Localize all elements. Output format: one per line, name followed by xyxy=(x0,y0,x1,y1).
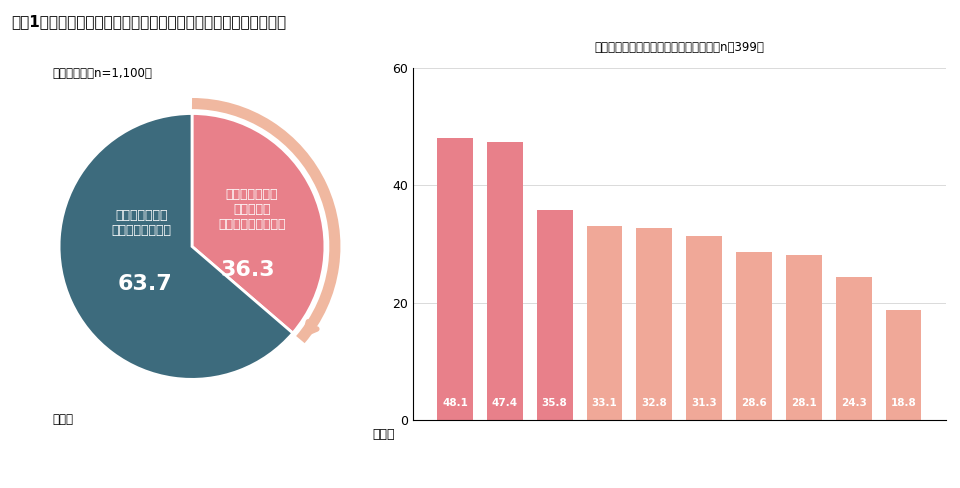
Text: 31.3: 31.3 xyxy=(691,398,717,408)
Bar xyxy=(885,309,922,420)
Text: 36.3: 36.3 xyxy=(221,261,276,281)
Text: （単数回答：n=1,100）: （単数回答：n=1,100） xyxy=(53,67,153,80)
Text: 47.4: 47.4 xyxy=(492,398,517,408)
Bar xyxy=(587,226,622,420)
Text: 33.1: 33.1 xyxy=(591,398,617,408)
Text: 18.8: 18.8 xyxy=(891,398,916,408)
Wedge shape xyxy=(192,114,324,333)
Bar xyxy=(487,142,523,420)
Bar xyxy=(786,255,822,420)
Text: （複数回答：ミールキット利用経験者：n＝399）: （複数回答：ミールキット利用経験者：n＝399） xyxy=(594,41,764,54)
Text: ＜図1＞どんなメリットを感じて「ミールキット」を使っているか: ＜図1＞どんなメリットを感じて「ミールキット」を使っているか xyxy=(12,15,287,30)
Text: 48.1: 48.1 xyxy=(442,398,468,408)
Bar xyxy=(636,227,672,420)
Y-axis label: （％）: （％） xyxy=(372,428,395,441)
Bar xyxy=(835,277,872,420)
Text: ミールキットを
使ったことはない: ミールキットを 使ったことはない xyxy=(111,208,172,237)
Bar xyxy=(437,138,473,420)
Wedge shape xyxy=(60,114,293,379)
Text: 35.8: 35.8 xyxy=(541,398,567,408)
Text: 28.6: 28.6 xyxy=(741,398,767,408)
Text: 63.7: 63.7 xyxy=(118,274,173,294)
Text: 28.1: 28.1 xyxy=(791,398,817,408)
Text: 24.3: 24.3 xyxy=(841,398,867,408)
Text: 32.8: 32.8 xyxy=(641,398,667,408)
Text: ミールキットを
使っている
・使ったことがある: ミールキットを 使っている ・使ったことがある xyxy=(218,188,285,231)
Bar xyxy=(686,236,722,420)
Text: （％）: （％） xyxy=(53,413,73,426)
Bar xyxy=(736,252,772,420)
Bar xyxy=(537,210,572,420)
